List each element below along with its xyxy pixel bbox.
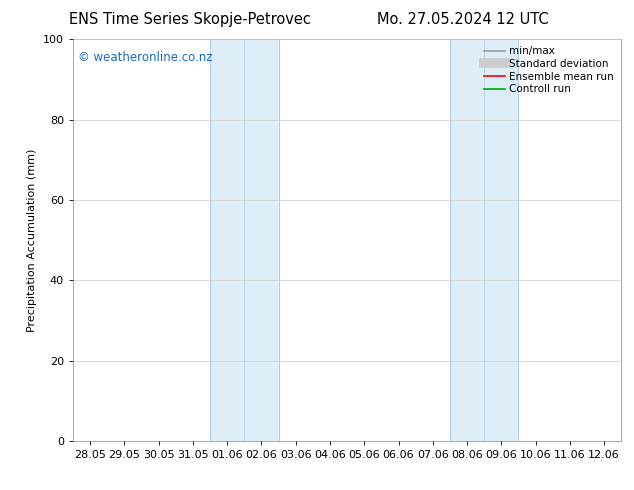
Text: ENS Time Series Skopje-Petrovec: ENS Time Series Skopje-Petrovec (69, 12, 311, 27)
Bar (210, 39, 278, 441)
Y-axis label: Precipitation Accumulation (mm): Precipitation Accumulation (mm) (27, 148, 37, 332)
Legend: min/max, Standard deviation, Ensemble mean run, Controll run: min/max, Standard deviation, Ensemble me… (482, 45, 616, 97)
Bar (450, 39, 519, 441)
Text: © weatheronline.co.nz: © weatheronline.co.nz (79, 51, 213, 64)
Text: Mo. 27.05.2024 12 UTC: Mo. 27.05.2024 12 UTC (377, 12, 548, 27)
